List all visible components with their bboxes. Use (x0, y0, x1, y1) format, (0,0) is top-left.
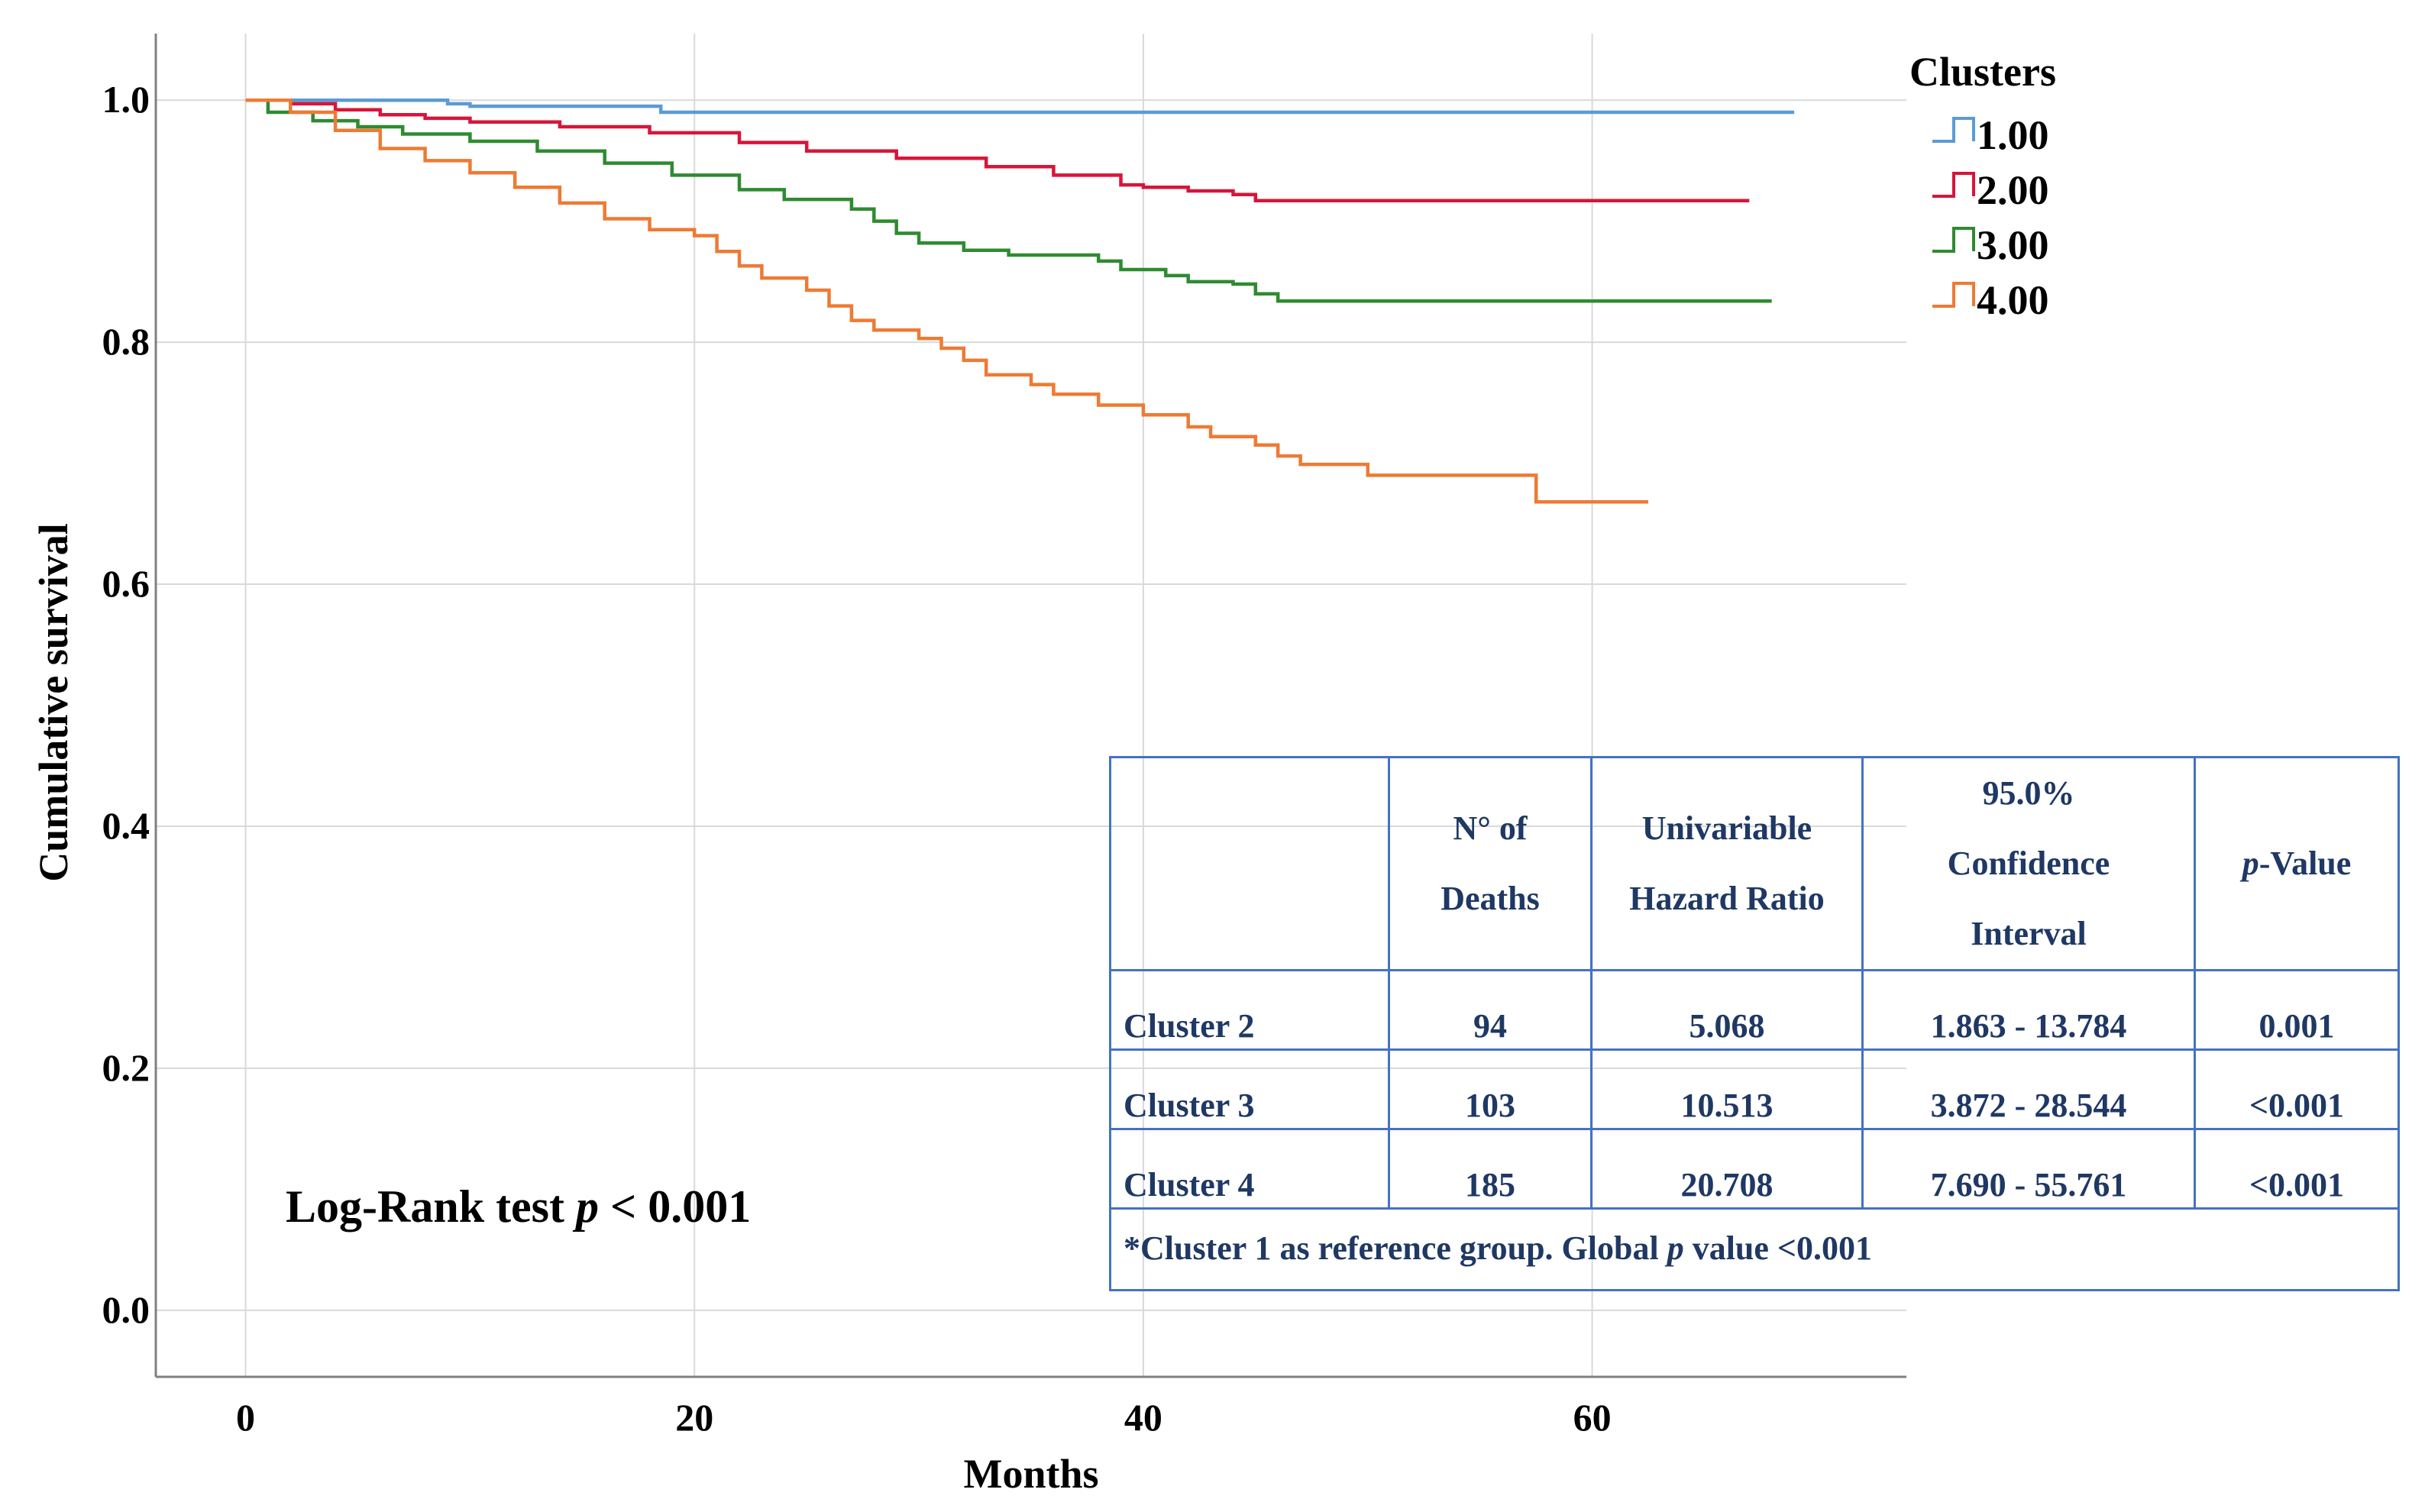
table-footnote: *Cluster 1 as reference group. Global p … (1109, 1207, 2400, 1291)
footnote-part-b: value <0.001 (1683, 1229, 1872, 1267)
cell-ci: 7.690 - 55.761 (1861, 1128, 2196, 1210)
row-label: Cluster 4 (1109, 1128, 1390, 1210)
x-tick-label: 40 (1124, 1396, 1162, 1439)
header-hr-line1: Univariable (1641, 809, 1812, 847)
header-deaths-line1: N° of (1453, 809, 1528, 847)
header-empty (1109, 756, 1390, 971)
log-rank-annotation: Log-Rank test p < 0.001 (286, 1181, 751, 1232)
cell-p: <0.001 (2194, 1048, 2400, 1130)
legend-step-icon (1932, 282, 1975, 308)
y-tick-label: 0.0 (102, 1288, 150, 1331)
legend-label: 1.00 (1977, 112, 2049, 158)
legend-title: Clusters (1909, 49, 2056, 95)
header-ci-line3: Interval (1971, 915, 2087, 952)
header-p-italic: p (2242, 845, 2259, 882)
y-tick-label: 0.2 (102, 1046, 150, 1089)
legend-item: 2.00 (1932, 167, 2049, 213)
cell-deaths: 185 (1388, 1128, 1592, 1210)
table-footnote-row: *Cluster 1 as reference group. Global p … (1109, 1207, 2400, 1291)
x-tick-label: 60 (1573, 1396, 1612, 1439)
grid-lines (156, 34, 1906, 1377)
cell-hr: 5.068 (1590, 969, 1864, 1051)
legend-step-icon (1932, 117, 1975, 143)
cell-hr: 10.513 (1590, 1048, 1864, 1130)
survival-curve-cluster-3.00 (245, 98, 1772, 303)
axes (154, 34, 1906, 1378)
row-label: Cluster 3 (1109, 1048, 1390, 1130)
y-tick-label: 1.0 (102, 78, 150, 121)
row-label: Cluster 2 (1109, 969, 1390, 1051)
hazard-ratio-table: N° of Deaths Univariable Hazard Ratio 95… (1109, 756, 2400, 1291)
legend-step-icon (1932, 227, 1975, 253)
table-row: Cluster 3 103 10.513 3.872 - 28.544 <0.0… (1109, 1048, 2400, 1130)
y-tick-label: 0.4 (102, 804, 150, 847)
legend-label: 2.00 (1977, 167, 2049, 213)
y-tick-label: 0.8 (102, 320, 150, 363)
x-tick-label: 20 (675, 1396, 713, 1439)
y-axis-ticks: 0.0 0.2 0.4 0.6 0.8 1.0 (102, 78, 150, 1331)
survival-curves (245, 98, 1795, 504)
x-axis-label: Months (963, 1451, 1098, 1497)
legend-label: 3.00 (1977, 222, 2049, 268)
legend-item: 3.00 (1932, 222, 2049, 268)
header-ci-line1: 95.0% (1982, 774, 2075, 812)
log-rank-prefix: Log-Rank test (286, 1181, 576, 1232)
table-header-row: N° of Deaths Univariable Hazard Ratio 95… (1109, 756, 2400, 971)
x-tick-label: 0 (236, 1396, 255, 1439)
log-rank-p: p (572, 1181, 599, 1232)
cell-ci: 3.872 - 28.544 (1861, 1048, 2196, 1130)
legend-step-icon (1932, 172, 1975, 198)
legend-item: 1.00 (1932, 112, 2049, 158)
header-p-value: p-Value (2194, 756, 2400, 971)
table-row: Cluster 2 94 5.068 1.863 - 13.784 0.001 (1109, 969, 2400, 1051)
y-tick-label: 0.6 (102, 562, 150, 605)
header-ci-line2: Confidence (1947, 845, 2110, 882)
footnote-part-a: *Cluster 1 as reference group. Global (1124, 1229, 1667, 1267)
header-ci: 95.0% Confidence Interval (1861, 756, 2196, 971)
cell-deaths: 103 (1388, 1048, 1592, 1130)
footnote-p-italic: p (1667, 1229, 1684, 1267)
table-row: Cluster 4 185 20.708 7.690 - 55.761 <0.0… (1109, 1128, 2400, 1210)
y-axis-label: Cumulative survival (31, 523, 76, 882)
x-axis-ticks: 0 20 40 60 (236, 1396, 1612, 1439)
header-p-rest: -Value (2258, 845, 2352, 882)
header-deaths: N° of Deaths (1388, 756, 1592, 971)
header-hr-line2: Hazard Ratio (1629, 880, 1825, 917)
legend-item: 4.00 (1932, 277, 2049, 323)
cell-p: <0.001 (2194, 1128, 2400, 1210)
survival-curve-cluster-4.00 (245, 98, 1649, 504)
survival-curve-cluster-2.00 (245, 98, 1750, 202)
header-hazard-ratio: Univariable Hazard Ratio (1590, 756, 1864, 971)
legend: Clusters 1.00 2.00 3.00 4.00 (1909, 49, 2056, 323)
survival-curve-cluster-1.00 (245, 98, 1795, 115)
legend-label: 4.00 (1977, 277, 2049, 323)
cell-hr: 20.708 (1590, 1128, 1864, 1210)
header-deaths-line2: Deaths (1440, 880, 1540, 917)
cell-p: 0.001 (2194, 969, 2400, 1051)
cell-deaths: 94 (1388, 969, 1592, 1051)
cell-ci: 1.863 - 13.784 (1861, 969, 2196, 1051)
log-rank-suffix: < 0.001 (599, 1181, 751, 1232)
